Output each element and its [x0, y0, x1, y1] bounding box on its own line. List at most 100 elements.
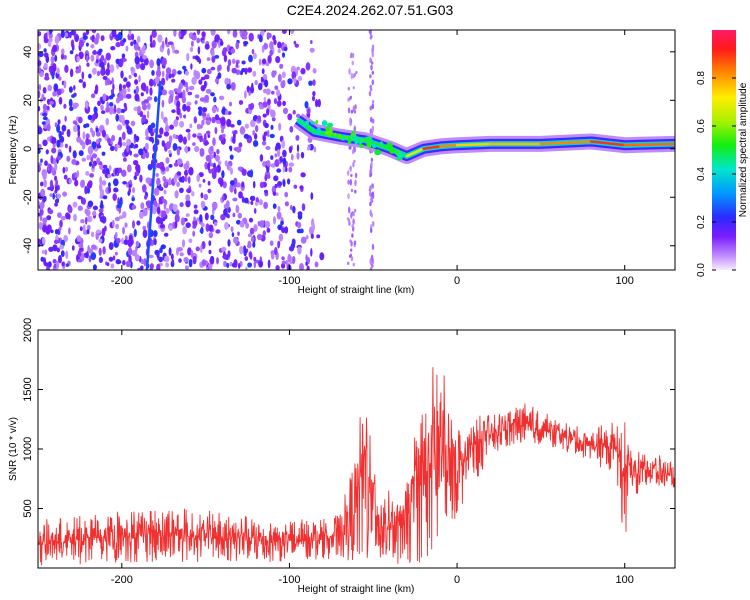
noise-speckle [281, 256, 285, 261]
noise-speckle [94, 89, 98, 95]
noise-speckle [202, 107, 208, 113]
noise-speckle [350, 174, 353, 177]
noise-speckle [274, 246, 278, 256]
noise-speckle [257, 82, 263, 91]
noise-speckle [133, 153, 139, 158]
noise-speckle [177, 70, 182, 75]
noise-speckle [296, 222, 302, 229]
noise-speckle [155, 216, 161, 224]
noise-speckle [100, 110, 106, 115]
snr-y-tick-label: 500 [22, 499, 34, 517]
noise-speckle [185, 213, 190, 217]
noise-speckle [143, 99, 149, 104]
noise-speckle [354, 179, 357, 187]
noise-speckle [127, 88, 131, 92]
noise-speckle [207, 180, 211, 186]
noise-speckle [218, 64, 222, 71]
noise-speckle [186, 188, 192, 194]
noise-speckle [135, 85, 139, 94]
noise-speckle [101, 151, 106, 156]
noise-speckle [127, 238, 133, 247]
noise-speckle [139, 211, 144, 219]
noise-speckle [112, 93, 115, 98]
noise-speckle [133, 39, 137, 45]
noise-speckle [200, 244, 203, 254]
spectrogram-y-tick-label: -40 [22, 238, 34, 254]
noise-speckle [153, 187, 160, 196]
noise-speckle [61, 124, 67, 132]
noise-speckle [55, 260, 60, 270]
noise-speckle [204, 74, 210, 80]
noise-speckle [64, 64, 69, 73]
noise-speckle [159, 127, 164, 135]
noise-speckle [259, 181, 264, 189]
noise-speckle [130, 66, 134, 72]
noise-speckle [296, 152, 300, 160]
noise-speckle [352, 262, 355, 267]
noise-speckle [81, 252, 85, 262]
noise-speckle [197, 132, 202, 137]
noise-speckle [276, 211, 282, 220]
noise-speckle [90, 231, 95, 238]
noise-speckle [82, 35, 88, 40]
noise-speckle [250, 201, 254, 205]
noise-speckle [370, 254, 374, 260]
noise-speckle [54, 35, 60, 44]
signal-core [589, 140, 626, 147]
noise-speckle [93, 37, 99, 45]
noise-speckle [281, 52, 286, 58]
noise-speckle [292, 256, 296, 264]
noise-speckle [161, 210, 167, 218]
noise-speckle [168, 164, 173, 168]
noise-speckle [114, 168, 118, 176]
noise-speckle [265, 61, 270, 67]
noise-speckle [42, 112, 48, 117]
noise-speckle [243, 248, 247, 257]
noise-speckle [89, 173, 94, 178]
noise-speckle [78, 150, 84, 157]
signal-blob [379, 141, 384, 147]
noise-speckle [269, 49, 274, 57]
noise-speckle [277, 181, 283, 187]
noise-speckle [224, 160, 228, 167]
snr-x-tick-label: 0 [454, 574, 460, 586]
signal-blob [307, 125, 312, 132]
signal-blob [384, 144, 389, 150]
noise-speckle [72, 201, 78, 208]
noise-speckle [196, 37, 200, 44]
noise-speckle [369, 74, 372, 79]
noise-speckle [51, 166, 54, 175]
noise-speckle [86, 250, 89, 259]
noise-speckle [189, 47, 194, 52]
noise-speckle [223, 208, 228, 216]
noise-speckle [288, 162, 295, 167]
noise-speckle [51, 72, 55, 80]
noise-speckle [111, 219, 115, 228]
noise-speckle [195, 246, 200, 252]
noise-speckle [87, 248, 94, 254]
noise-speckle [106, 137, 111, 144]
signal-blob [397, 152, 403, 158]
noise-speckle [288, 146, 293, 154]
noise-speckle [108, 182, 111, 188]
noise-speckle [134, 143, 139, 149]
noise-speckle [49, 30, 53, 33]
noise-speckle [98, 238, 103, 243]
noise-speckle [120, 70, 124, 79]
noise-speckle [169, 124, 175, 130]
noise-speckle [216, 149, 220, 155]
noise-speckle [165, 207, 170, 214]
noise-speckle [312, 91, 316, 97]
noise-speckle [39, 215, 43, 222]
noise-speckle [216, 107, 219, 113]
noise-speckle [210, 66, 216, 71]
noise-speckle [252, 52, 257, 60]
noise-speckle [247, 67, 253, 73]
noise-speckle [165, 125, 170, 133]
noise-speckle [270, 163, 276, 168]
noise-speckle [287, 113, 293, 121]
noise-speckle [119, 114, 125, 122]
spectrogram-frame [37, 29, 676, 271]
noise-speckle [224, 222, 229, 230]
noise-speckle [125, 93, 132, 99]
